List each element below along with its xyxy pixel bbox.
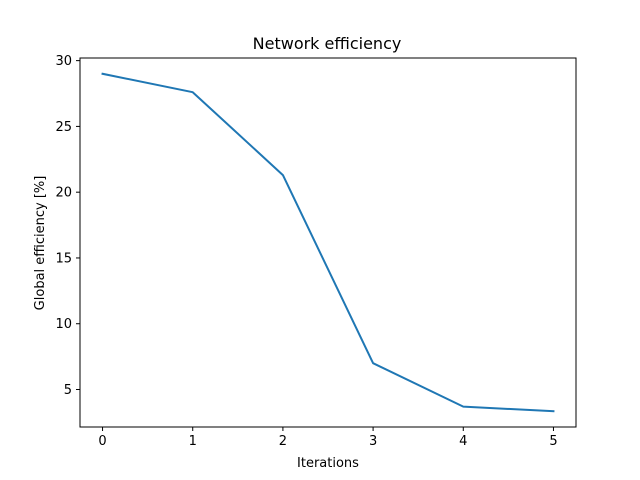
series-line — [101, 72, 555, 413]
axes-frame — [79, 57, 577, 428]
y-tick-label: 20 — [55, 186, 72, 201]
y-tick-label: 5 — [64, 383, 72, 398]
x-axis: 0 1 2 3 4 5 — [98, 427, 558, 449]
y-axis-label: Global efficiency [%] — [33, 176, 48, 311]
plot-area — [101, 72, 555, 413]
x-axis-label: Iterations — [297, 456, 359, 471]
x-tick-label: 3 — [369, 434, 377, 449]
y-tick-label: 15 — [55, 251, 72, 266]
y-tick-label: 25 — [55, 120, 72, 135]
y-tick-label: 30 — [55, 54, 72, 69]
x-tick-label: 5 — [549, 434, 557, 449]
x-tick-label: 2 — [279, 434, 287, 449]
x-tick-label: 0 — [98, 434, 106, 449]
y-tick-label: 10 — [55, 317, 72, 332]
x-tick-label: 1 — [189, 434, 197, 449]
y-axis: 5 10 15 20 25 30 — [55, 54, 80, 398]
x-tick-label: 4 — [459, 434, 467, 449]
chart-title: Network efficiency — [253, 34, 402, 53]
